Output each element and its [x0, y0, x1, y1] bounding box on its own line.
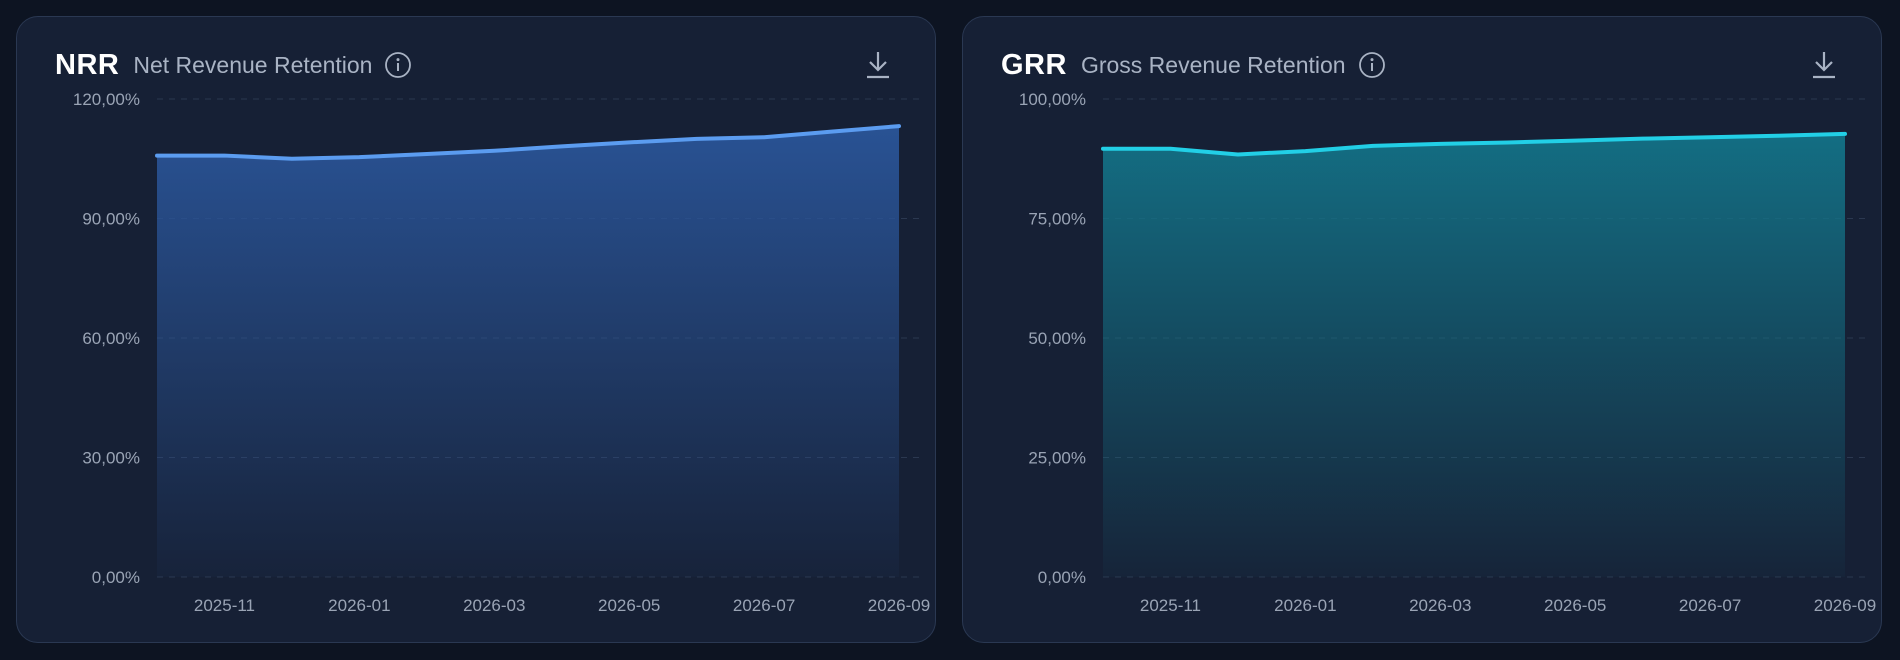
nrr-data-point[interactable]	[153, 152, 161, 160]
grr-card: GRR Gross Revenue Retention 0,00% 25,00% 5…	[962, 16, 1882, 643]
nrr-data-point[interactable]	[490, 147, 498, 155]
x-tick-label: 2026-03	[463, 596, 525, 615]
grr-data-point[interactable]	[1099, 145, 1107, 153]
x-tick-label: 2025-11	[194, 596, 255, 615]
grr-card-header: GRR Gross Revenue Retention	[1001, 45, 1386, 85]
x-tick-label: 2026-05	[1544, 596, 1606, 615]
grr-data-point[interactable]	[1571, 137, 1579, 145]
grr-data-point[interactable]	[1369, 142, 1377, 150]
download-icon[interactable]	[1809, 49, 1839, 81]
nrr-data-point[interactable]	[558, 142, 566, 150]
y-tick-label: 30,00%	[82, 449, 140, 468]
nrr-area	[157, 126, 899, 577]
grr-title: Gross Revenue Retention	[1080, 51, 1346, 78]
nrr-series-line	[155, 124, 901, 161]
y-tick-label: 120,00%	[73, 90, 140, 109]
grr-data-point[interactable]	[1841, 130, 1849, 138]
y-tick-label: 75,00%	[1028, 210, 1086, 229]
x-tick-label: 2026-05	[598, 596, 660, 615]
y-tick-label: 0,00%	[1038, 568, 1086, 587]
grr-series-line	[1101, 131, 1847, 157]
nrr-data-point[interactable]	[693, 135, 701, 143]
info-icon[interactable]	[384, 51, 412, 79]
nrr-card-header: NRR Net Revenue Retention	[55, 45, 412, 85]
x-tick-label: 2026-09	[868, 596, 930, 615]
grr-abbr: GRR	[1001, 48, 1067, 81]
nrr-data-point[interactable]	[423, 150, 431, 158]
x-tick-label: 2026-09	[1814, 596, 1876, 615]
nrr-chart: 0,00% 30,00% 60,00% 90,00% 120,00% 2025-11 202…	[73, 90, 930, 615]
info-icon[interactable]	[1358, 51, 1386, 79]
grr-area	[1103, 133, 1845, 578]
x-tick-label: 2026-07	[1679, 596, 1741, 615]
nrr-data-point[interactable]	[220, 152, 228, 160]
x-tick-label: 2026-03	[1409, 596, 1471, 615]
grr-data-point[interactable]	[1774, 132, 1782, 140]
x-tick-label: 2026-07	[733, 596, 795, 615]
nrr-data-point[interactable]	[355, 153, 363, 161]
nrr-data-point[interactable]	[625, 138, 633, 146]
grr-data-point[interactable]	[1706, 133, 1714, 141]
grr-data-point[interactable]	[1436, 140, 1444, 148]
nrr-data-point[interactable]	[760, 133, 768, 141]
x-tick-label: 2026-01	[328, 596, 390, 615]
nrr-title: Net Revenue Retention	[133, 51, 373, 78]
y-tick-label: 0,00%	[92, 568, 140, 587]
y-tick-label: 25,00%	[1028, 449, 1086, 468]
grr-data-point[interactable]	[1504, 138, 1512, 146]
grr-data-point[interactable]	[1301, 147, 1309, 155]
y-tick-label: 90,00%	[82, 210, 140, 229]
grr-data-point[interactable]	[1166, 145, 1174, 153]
nrr-abbr: NRR	[55, 48, 120, 81]
nrr-data-point[interactable]	[895, 122, 903, 130]
x-tick-label: 2026-01	[1274, 596, 1336, 615]
nrr-data-point[interactable]	[288, 155, 296, 163]
download-icon[interactable]	[863, 49, 893, 81]
y-tick-label: 50,00%	[1028, 329, 1086, 348]
y-tick-label: 100,00%	[1019, 90, 1086, 109]
grr-chart: 0,00% 25,00% 50,00% 75,00% 100,00% 2025-11 202…	[1019, 90, 1876, 615]
grr-data-point[interactable]	[1639, 135, 1647, 143]
grr-data-point[interactable]	[1234, 150, 1242, 158]
y-tick-label: 60,00%	[82, 329, 140, 348]
nrr-data-point[interactable]	[828, 128, 836, 136]
x-tick-label: 2025-11	[1140, 596, 1201, 615]
nrr-card: NRR Net Revenue Retention 0,00% 30,00% 60,…	[16, 16, 936, 643]
